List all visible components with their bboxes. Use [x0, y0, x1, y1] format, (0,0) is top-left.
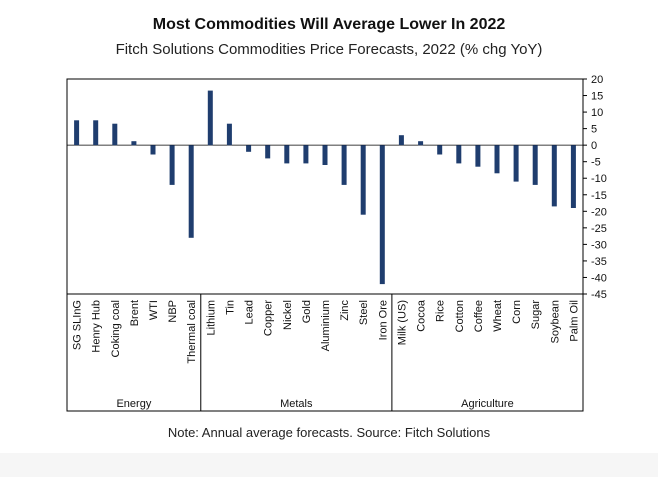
y-tick-label: 0: [591, 140, 597, 152]
y-tick-label: -20: [591, 206, 607, 218]
category-label: Zinc: [339, 300, 351, 321]
category-label: Cocoa: [416, 299, 428, 332]
bar-wti: [150, 145, 156, 155]
bar-iron-ore: [379, 145, 385, 285]
bar-thermal-coal: [188, 145, 194, 238]
group-label-metals: Metals: [280, 398, 313, 410]
bar-steel: [360, 145, 366, 215]
chart-note: Note: Annual average forecasts. Source: …: [167, 425, 491, 440]
category-label: Copper: [263, 300, 275, 336]
y-tick-label: -35: [591, 256, 607, 268]
category-label: Brent: [129, 300, 141, 326]
y-tick-label: -25: [591, 223, 607, 235]
category-label: Steel: [358, 300, 370, 325]
bar-cocoa: [418, 141, 424, 146]
y-tick-label: 15: [591, 91, 603, 103]
bar-wheat: [494, 145, 500, 174]
bar-tin: [226, 123, 232, 146]
bar-cotton: [456, 145, 462, 164]
category-label: Tin: [224, 300, 236, 315]
y-tick-label: -40: [591, 272, 607, 284]
bar-palm-oil: [570, 145, 576, 208]
y-tick-label: -30: [591, 239, 607, 251]
category-label: SG SLInG: [72, 300, 84, 350]
bar-zinc: [341, 145, 347, 185]
y-tick-label: -10: [591, 173, 607, 185]
chart-subtitle: Fitch Solutions Commodities Price Foreca…: [115, 41, 543, 58]
category-label: Thermal coal: [186, 300, 198, 364]
y-tick-label: 5: [591, 124, 597, 136]
y-tick-label: 20: [591, 74, 603, 86]
category-label: WTI: [148, 300, 160, 320]
y-tick-label: -45: [591, 289, 607, 301]
bar-rice: [437, 145, 443, 155]
category-label: Gold: [301, 300, 313, 323]
bar-coking-coal: [112, 123, 118, 146]
bar-lead: [246, 145, 252, 152]
bar-brent: [131, 141, 137, 146]
bar-sg-sling: [74, 120, 80, 146]
bar-henry-hub: [93, 120, 99, 146]
category-label: Palm Oil: [568, 300, 580, 342]
category-label: Rice: [435, 300, 447, 322]
bar-aluminium: [322, 145, 328, 165]
footer-band: [0, 453, 658, 477]
y-tick-label: 10: [591, 107, 603, 119]
category-label: Henry Hub: [91, 300, 103, 353]
group-label-agriculture: Agriculture: [461, 398, 514, 410]
category-label: Sugar: [530, 300, 542, 330]
y-tick-label: -5: [591, 157, 601, 169]
category-label: Wheat: [492, 300, 504, 332]
category-label: Coffee: [473, 300, 485, 332]
category-label: Nickel: [282, 300, 294, 330]
bar-corn: [513, 145, 519, 182]
bar-nbp: [169, 145, 175, 185]
bar-soybean: [551, 145, 557, 207]
category-label: Milk (US): [396, 300, 408, 345]
bar-copper: [265, 145, 271, 159]
category-label: Soybean: [549, 300, 561, 343]
bar-nickel: [284, 145, 290, 164]
category-label: Corn: [511, 300, 523, 324]
bar-sugar: [532, 145, 538, 185]
category-label: Lead: [244, 300, 256, 324]
category-label: Lithium: [205, 300, 217, 335]
bar-milk-us-: [398, 135, 404, 146]
category-label: NBP: [167, 300, 179, 323]
group-label-energy: Energy: [116, 398, 151, 410]
bar-lithium: [207, 90, 213, 146]
bar-gold: [303, 145, 309, 164]
category-label: Coking coal: [110, 300, 122, 357]
chart-title: Most Commodities Will Average Lower In 2…: [152, 16, 506, 33]
category-label: Iron Ore: [377, 300, 389, 340]
y-tick-label: -15: [591, 190, 607, 202]
plot-border: [66, 78, 584, 412]
category-label: Cotton: [454, 300, 466, 332]
bar-coffee: [475, 145, 481, 167]
category-label: Aluminium: [320, 300, 332, 351]
